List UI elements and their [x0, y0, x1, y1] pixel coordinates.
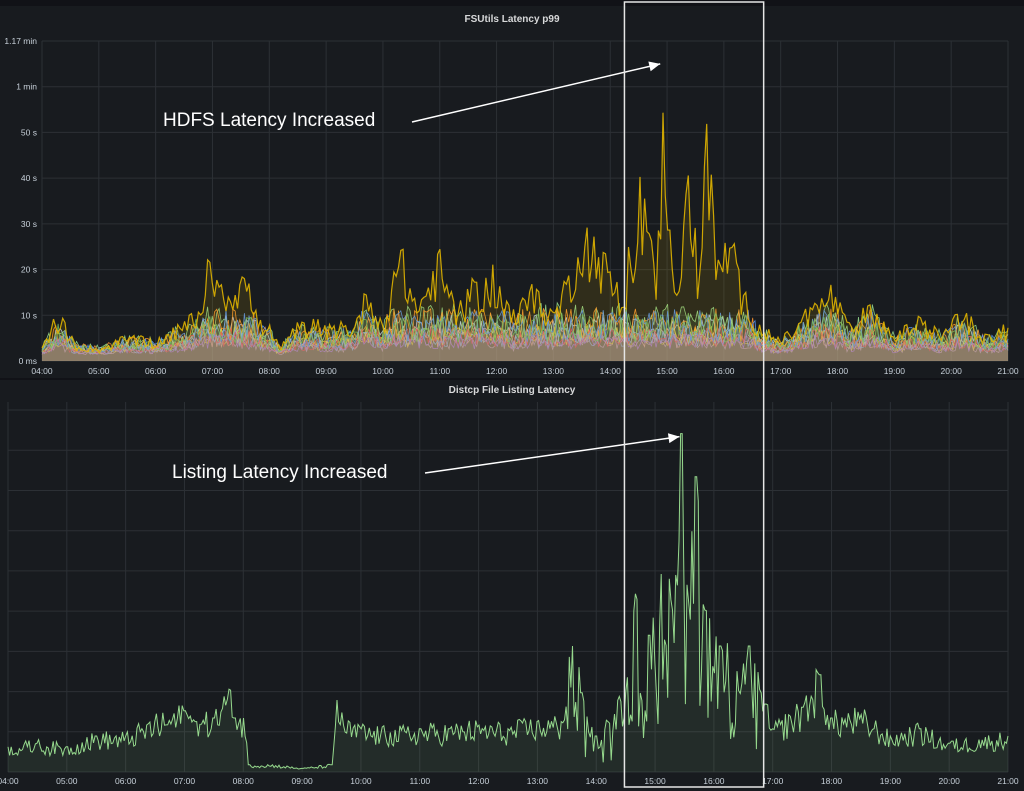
annotation-text: Listing Latency Increased [172, 462, 387, 483]
x-tick-label: 13:00 [527, 776, 549, 786]
x-tick-label: 12:00 [486, 366, 508, 376]
x-tick-label: 10:00 [372, 366, 394, 376]
x-tick-label: 15:00 [644, 776, 666, 786]
annotation-arrow [424, 435, 680, 474]
x-tick-label: 11:00 [429, 366, 450, 376]
series-area [42, 307, 1008, 361]
series-area [42, 328, 1008, 361]
annotation-arrowhead [667, 433, 680, 444]
x-tick-label: 04:00 [31, 366, 53, 376]
x-tick-label: 20:00 [939, 776, 961, 786]
x-tick-label: 17:00 [770, 366, 792, 376]
panel-title: FSUtils Latency p99 [464, 14, 560, 25]
series-line [41, 112, 1009, 354]
series-area [42, 333, 1008, 361]
grid [41, 40, 1009, 362]
series-line [41, 332, 1009, 356]
y-tick-label: 20 s [21, 265, 37, 275]
x-tick-label: 07:00 [174, 776, 196, 786]
x-tick-label: 06:00 [115, 776, 137, 786]
y-tick-label: 10 s [21, 310, 37, 320]
y-tick-label: 1 min [16, 82, 37, 92]
y-tick-label: 1.17 min [4, 36, 37, 46]
annotation: HDFS Latency Increased [163, 61, 661, 131]
x-tick-label: 13:00 [543, 366, 565, 376]
fsutils-latency-panel: FSUtils Latency p99 0 ms 10 s 20 s 30 s 40 s… [0, 6, 1024, 378]
listing-latency-panel: Distcp File Listing Latency 04:00 05:00 06… [0, 380, 1024, 791]
x-tick-label: 05:00 [88, 366, 110, 376]
x-tick-label: 19:00 [880, 776, 902, 786]
x-tick-label: 08:00 [233, 776, 255, 786]
x-tick-label: 20:00 [941, 366, 963, 376]
panel-title: Distcp File Listing Latency [448, 385, 576, 396]
y-tick-label: 30 s [21, 219, 37, 229]
annotation-arrow [411, 63, 661, 123]
listing-latency-chart: 04:00 05:00 06:00 07:00 08:00 09:00 10:00 11:00… [0, 402, 1019, 786]
grid [7, 402, 1009, 773]
x-tick-label: 10:00 [350, 776, 372, 786]
series-line [41, 301, 1009, 353]
x-tick-label: 21:00 [997, 776, 1019, 786]
y-tick-label: 0 ms [19, 356, 37, 366]
x-tick-label: 11:00 [409, 776, 430, 786]
x-tick-label: 09:00 [315, 366, 337, 376]
x-tick-label: 12:00 [468, 776, 490, 786]
series-line [7, 433, 1009, 770]
x-tick-label: 21:00 [997, 366, 1019, 376]
series-group [41, 112, 1009, 361]
x-tick-label: 17:00 [762, 776, 784, 786]
annotation-text: HDFS Latency Increased [163, 110, 375, 131]
series-line [41, 312, 1009, 354]
x-tick-label: 18:00 [827, 366, 849, 376]
series-group [7, 433, 1009, 772]
x-tick-label: 19:00 [884, 366, 906, 376]
series-area [8, 433, 1008, 772]
x-tick-label: 04:00 [0, 776, 19, 786]
series-area [42, 112, 1008, 361]
annotation-arrowhead [648, 61, 661, 72]
fsutils-latency-chart: 0 ms 10 s 20 s 30 s 40 s 50 s 1 min 1.17 min 04:… [4, 36, 1019, 376]
series-area [42, 327, 1008, 361]
x-tick-label: 07:00 [202, 366, 224, 376]
series-line [42, 309, 1009, 353]
x-tick-label: 09:00 [291, 776, 313, 786]
tick-labels: 04:00 05:00 06:00 07:00 08:00 09:00 10:00 11:00… [0, 776, 1019, 786]
x-tick-label: 18:00 [821, 776, 843, 786]
x-tick-label: 14:00 [600, 366, 622, 376]
annotation: Listing Latency Increased [172, 433, 680, 483]
x-tick-label: 08:00 [259, 366, 281, 376]
x-tick-label: 16:00 [703, 776, 725, 786]
x-tick-label: 16:00 [713, 366, 735, 376]
x-tick-label: 14:00 [586, 776, 608, 786]
x-tick-label: 15:00 [656, 366, 678, 376]
x-tick-label: 06:00 [145, 366, 167, 376]
y-tick-label: 50 s [21, 127, 37, 137]
x-tick-label: 05:00 [56, 776, 78, 786]
y-tick-label: 40 s [21, 173, 37, 183]
